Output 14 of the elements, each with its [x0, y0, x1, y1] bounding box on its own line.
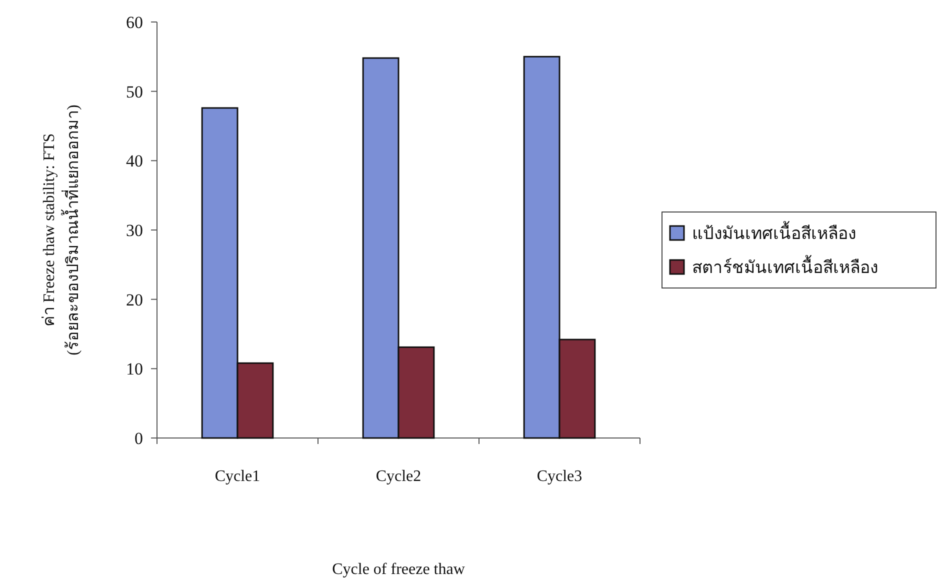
legend-label: สตาร์ชมันเทศเนื้อสีเหลือง — [692, 255, 878, 277]
x-tick-label: Cycle3 — [536, 468, 582, 485]
y-tick-label: 0 — [134, 429, 143, 448]
y-tick-label: 60 — [126, 13, 143, 32]
y-tick-label: 10 — [126, 360, 143, 379]
y-tick-label: 40 — [126, 152, 143, 171]
legend-label: แป้งมันเทศเนื้อสีเหลือง — [692, 221, 856, 243]
y-tick-label: 30 — [126, 221, 143, 240]
y-tick-label: 20 — [126, 290, 143, 310]
x-tick-label: Cycle2 — [376, 468, 422, 485]
x-axis-title: Cycle of freeze thaw — [332, 561, 466, 578]
y-axis-title: ค่า Freeze thaw stability: FTS (ร้อยละของปริมาณน้ำที่แยกออกมา) — [41, 104, 82, 356]
x-tick-label: Cycle1 — [214, 468, 260, 485]
y-tick-label: 50 — [126, 82, 143, 102]
